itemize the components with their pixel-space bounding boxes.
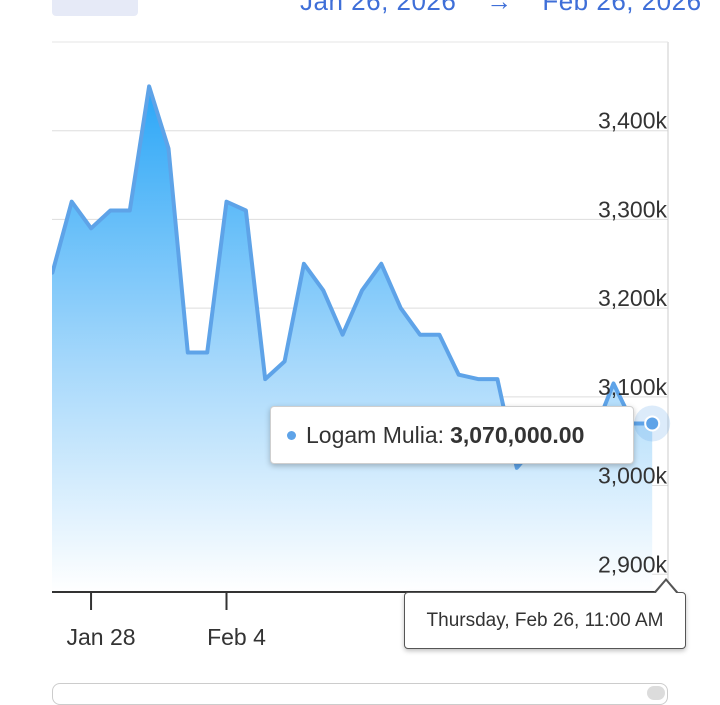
chart-panel: Jan 26, 2026 → Feb 26, 2026 2,900k 3,000k… [0, 0, 720, 690]
value-tooltip: Logam Mulia: 3,070,000.00 [270, 406, 634, 464]
x-tick-label: Feb 4 [207, 624, 266, 650]
hover-point[interactable] [645, 416, 659, 430]
y-tick-label: 3,300k [598, 196, 668, 222]
tooltip-value: 3,070,000.00 [450, 422, 584, 449]
series-area [33, 86, 652, 592]
y-tick-label: 3,400k [598, 108, 668, 134]
x-crosshair-label: Thursday, Feb 26, 11:00 AM [404, 592, 686, 649]
tooltip-series-label: Logam Mulia: [306, 422, 444, 449]
price-chart[interactable]: 2,900k 3,000k 3,100k 3,200k 3,300k 3,400k Jan … [0, 0, 720, 690]
series-dot-icon [287, 431, 296, 440]
x-tick-label: Jan 28 [67, 624, 136, 650]
y-tick-label: 3,100k [598, 374, 668, 400]
y-tick-label: 3,000k [598, 463, 668, 489]
y-tick-label: 2,900k [598, 551, 668, 577]
y-tick-label: 3,200k [598, 285, 668, 311]
scrollbar-thumb[interactable] [647, 686, 665, 700]
range-scrollbar[interactable] [52, 683, 668, 705]
